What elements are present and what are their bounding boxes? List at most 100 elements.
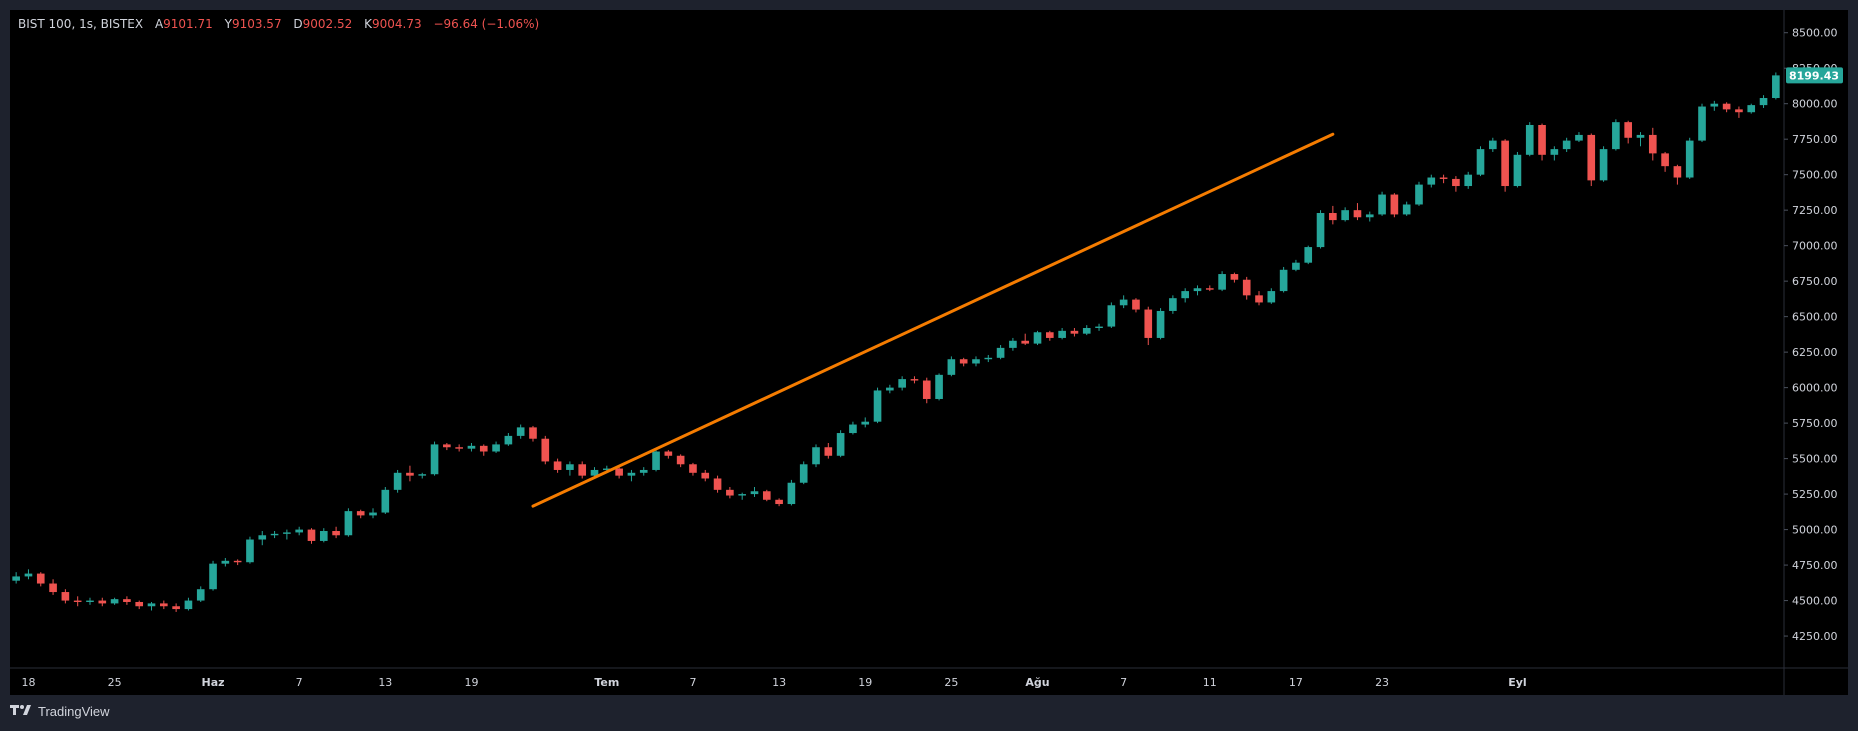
candle-body: [1464, 174, 1473, 187]
candle: [1427, 174, 1436, 188]
candle-body: [1562, 140, 1571, 150]
candle-body: [824, 447, 833, 456]
candle: [1489, 137, 1497, 152]
candle: [775, 498, 783, 507]
candle: [996, 345, 1005, 360]
candle-body: [713, 478, 722, 490]
candle-body: [1292, 262, 1300, 270]
candle: [1119, 295, 1128, 309]
candle-body: [455, 447, 463, 449]
candle: [1365, 211, 1374, 222]
candle: [221, 557, 230, 567]
candle: [307, 528, 316, 544]
candle: [233, 559, 242, 566]
candle: [246, 536, 254, 564]
candle: [295, 526, 303, 536]
candle-body: [750, 491, 759, 495]
candle: [541, 435, 550, 465]
candle-body: [135, 601, 144, 607]
candle-body: [886, 387, 894, 391]
price-scale-background[interactable]: [1784, 10, 1848, 668]
candle: [1082, 325, 1091, 336]
candle: [676, 454, 685, 468]
candle-body: [1501, 140, 1509, 187]
candle: [393, 469, 402, 493]
candle-body: [762, 491, 771, 500]
time-tick-label: Tem: [594, 676, 619, 689]
time-tick-label: 19: [858, 676, 872, 689]
candle-body: [652, 451, 660, 470]
symbol-legend[interactable]: BIST 100, 1s, BISTEX A9101.71 Y9103.57 D…: [18, 17, 539, 31]
candle-body: [812, 447, 820, 465]
symbol-name[interactable]: BIST 100, 1s, BISTEX: [18, 17, 144, 31]
candle: [1046, 330, 1054, 341]
candle: [898, 376, 906, 391]
price-tick-label: 6250.00: [1792, 346, 1838, 359]
candle: [1341, 207, 1349, 222]
tradingview-brand[interactable]: TradingView: [10, 704, 110, 719]
candle-body: [1205, 288, 1214, 290]
candle-body: [1033, 332, 1042, 344]
candle: [1636, 132, 1645, 147]
price-tick-label: 5750.00: [1792, 417, 1838, 430]
candle: [1476, 146, 1485, 177]
trendline[interactable]: [531, 132, 1335, 508]
candle: [147, 601, 156, 611]
candle-body: [1612, 122, 1620, 150]
candle: [418, 472, 427, 479]
candle-body: [1341, 210, 1349, 221]
candle-body: [701, 472, 710, 479]
candle-body: [849, 424, 857, 434]
candle: [910, 376, 919, 384]
candle: [1033, 330, 1042, 346]
candle: [1107, 302, 1116, 328]
price-tick-label: 7750.00: [1792, 133, 1838, 146]
open-label: A: [154, 17, 164, 31]
candle: [836, 430, 845, 458]
candle: [1218, 271, 1226, 292]
candle: [1624, 120, 1632, 144]
candle-body: [566, 464, 574, 470]
candle: [1021, 333, 1030, 346]
candle-body: [947, 359, 956, 375]
candle-body: [873, 390, 882, 422]
candle-body: [516, 427, 525, 436]
candle-body: [24, 573, 33, 577]
candle-body: [1230, 274, 1239, 280]
price-tick-label: 6750.00: [1792, 275, 1838, 288]
candle-body: [1735, 109, 1743, 113]
price-tick-label: 8000.00: [1792, 98, 1838, 111]
candle-body: [1304, 247, 1313, 263]
candle-body: [221, 560, 230, 564]
candle: [922, 377, 931, 404]
candle: [1156, 308, 1165, 340]
candle-body: [98, 600, 107, 604]
time-scale-background[interactable]: [10, 668, 1848, 695]
candle: [1009, 337, 1017, 351]
candle-body: [541, 438, 550, 462]
candle: [566, 461, 574, 476]
candle: [529, 425, 537, 442]
candle: [947, 356, 956, 377]
candle-body: [1722, 103, 1731, 110]
candle: [1722, 102, 1731, 113]
candle: [1181, 288, 1189, 303]
candle-body: [799, 464, 808, 483]
candle: [455, 444, 463, 452]
tradingview-logo-icon: [10, 704, 32, 719]
candle-body: [1661, 153, 1669, 167]
candle-body: [603, 468, 611, 470]
time-tick-label: 13: [772, 676, 786, 689]
candle-body: [1095, 326, 1103, 328]
candle-body: [209, 563, 217, 590]
candle: [873, 387, 882, 424]
candle-body: [1648, 134, 1657, 154]
price-axis: 4250.00 4500.00 4750.00 5000.00 5250.00 5500.…: [1784, 27, 1838, 643]
candle-body: [1070, 330, 1079, 334]
candle: [762, 489, 771, 502]
time-tick-label: 11: [1203, 676, 1217, 689]
candle: [959, 357, 968, 367]
candle-body: [295, 529, 303, 533]
candle-body: [1353, 210, 1362, 218]
